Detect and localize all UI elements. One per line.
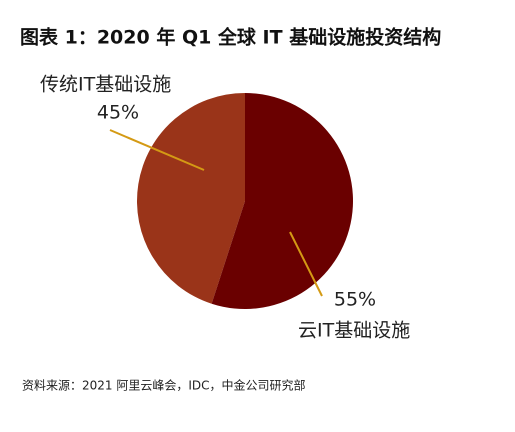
value-label: 45%	[97, 102, 139, 124]
source-note: 资料来源：2021 阿里云峰会，IDC，中金公司研究部	[22, 378, 306, 393]
value-label: 55%	[334, 289, 376, 311]
chart-title: 图表 1：2020 年 Q1 全球 IT 基础设施投资结构	[20, 26, 441, 49]
leader-line	[109, 129, 205, 171]
leader-line	[289, 231, 323, 297]
category-label: 传统IT基础设施	[40, 74, 171, 96]
pie-slice	[211, 93, 353, 309]
pie-slice	[137, 93, 245, 304]
category-label: 云IT基础设施	[298, 320, 410, 342]
